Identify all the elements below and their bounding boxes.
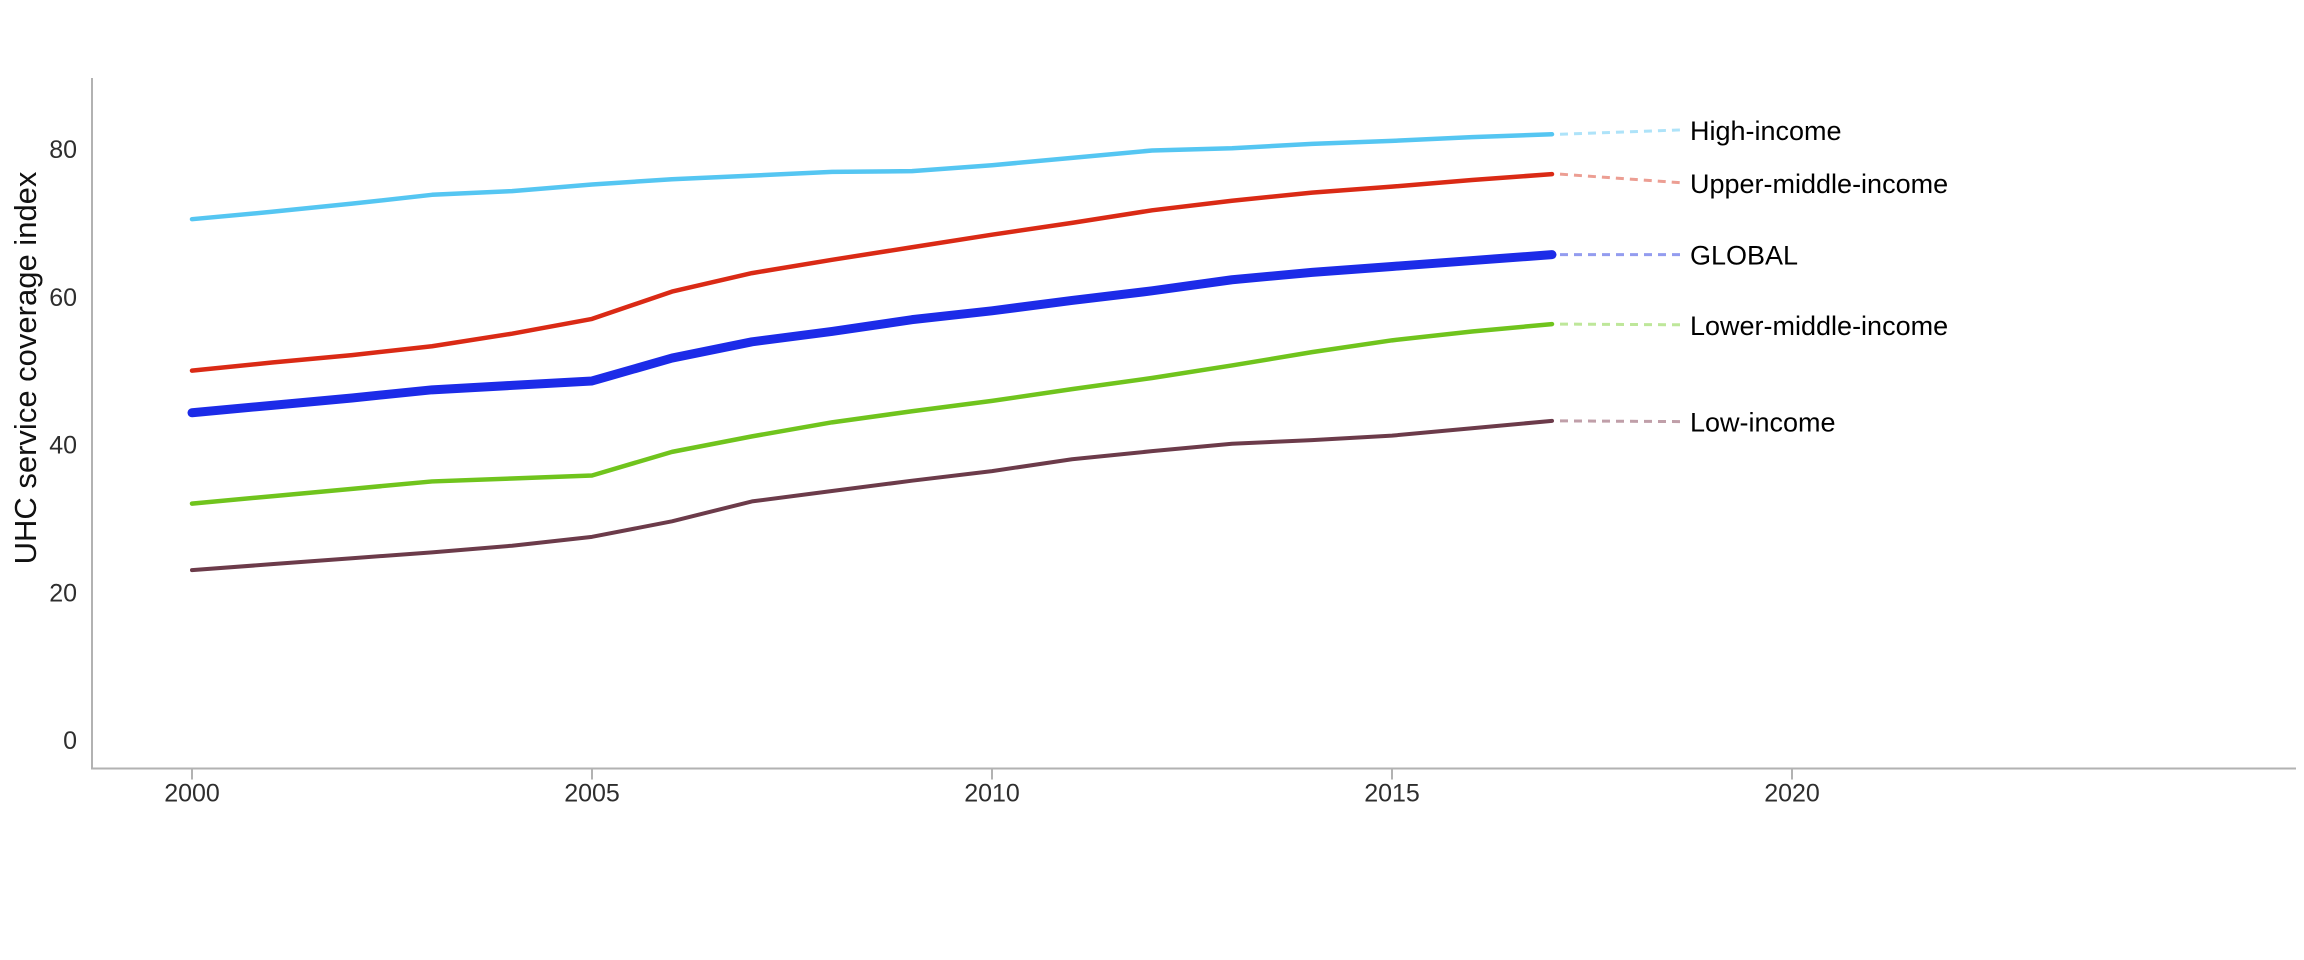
y-tick-label: 20 bbox=[49, 579, 77, 607]
x-tick-label: 2000 bbox=[164, 780, 220, 808]
series-label-low-income: Low-income bbox=[1690, 408, 1836, 438]
y-tick-label: 40 bbox=[49, 432, 77, 460]
y-tick-label: 60 bbox=[49, 284, 77, 312]
series-label-upper-middle-income: Upper-middle-income bbox=[1690, 169, 1948, 199]
x-tick-label: 2020 bbox=[1764, 780, 1820, 808]
series-leader-dotted-lower-middle-income bbox=[1559, 322, 1685, 327]
series-line-global bbox=[187, 250, 1557, 418]
y-axis-title: UHC service coverage index bbox=[8, 171, 43, 564]
x-tick-label: 2010 bbox=[964, 780, 1020, 808]
series-line-lower-middle-income bbox=[189, 321, 1555, 506]
series-label-lower-middle-income: Lower-middle-income bbox=[1690, 311, 1948, 341]
series-leader-dotted-high-income bbox=[1559, 128, 1685, 136]
series-label-high-income: High-income bbox=[1690, 116, 1842, 146]
series-leader-dotted-low-income bbox=[1559, 419, 1685, 424]
series-leader-dotted-upper-middle-income bbox=[1559, 172, 1685, 185]
series-label-global: GLOBAL bbox=[1690, 241, 1798, 271]
series-line-upper-middle-income bbox=[189, 171, 1555, 373]
y-tick-label: 0 bbox=[63, 727, 77, 755]
series-line-low-income bbox=[190, 418, 1554, 573]
x-tick-label: 2005 bbox=[564, 780, 620, 808]
series-line-high-income bbox=[189, 131, 1555, 222]
x-tick-label: 2015 bbox=[1364, 780, 1420, 808]
y-tick-label: 80 bbox=[49, 136, 77, 164]
